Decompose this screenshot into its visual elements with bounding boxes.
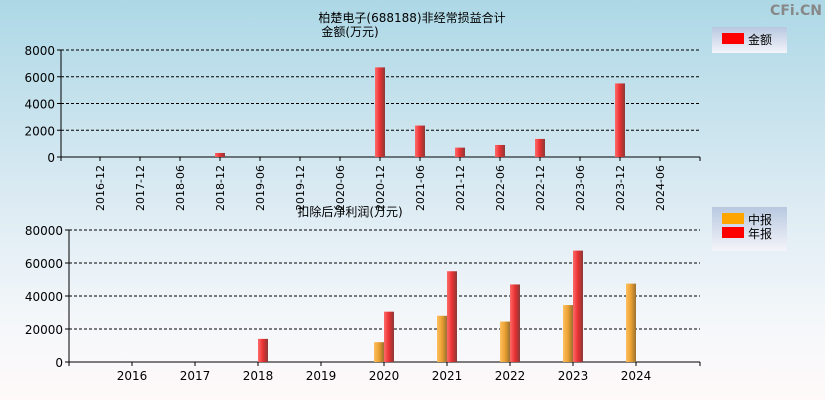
legend-swatch xyxy=(722,227,744,238)
x-tick-label: 2023-12 xyxy=(614,165,627,211)
x-tick-label: 2017-12 xyxy=(134,165,147,211)
bar-金额 xyxy=(455,147,465,157)
x-tick-label: 2021-12 xyxy=(454,165,467,211)
x-tick-label: 2021 xyxy=(432,369,463,383)
x-tick-label: 2018 xyxy=(243,369,274,383)
x-tick-label: 2020 xyxy=(369,369,400,383)
legend-swatch xyxy=(722,213,744,224)
bar-中报 xyxy=(374,342,384,362)
bar-年报 xyxy=(510,284,520,362)
x-tick-label: 2022-06 xyxy=(494,165,507,211)
bar-金额 xyxy=(375,67,385,157)
x-tick-label: 2016-12 xyxy=(94,165,107,211)
chart1-title: 柏楚电子(688188)非经常损益合计 xyxy=(318,10,505,25)
chart1-ylabel: 金额(万元) xyxy=(321,24,378,39)
legend-label: 中报 xyxy=(748,212,772,227)
x-tick-label: 2018-06 xyxy=(174,165,187,211)
x-tick-label: 2023-06 xyxy=(574,165,587,211)
y-tick-label: 8000 xyxy=(24,44,55,58)
bar-年报 xyxy=(258,338,268,362)
x-tick-label: 2016 xyxy=(117,369,148,383)
y-tick-label: 80000 xyxy=(25,224,63,238)
bar-年报 xyxy=(447,271,457,362)
y-tick-label: 6000 xyxy=(24,71,55,85)
bar-中报 xyxy=(500,321,510,362)
y-tick-label: 0 xyxy=(47,151,55,165)
x-tick-label: 2019-12 xyxy=(294,165,307,211)
x-tick-label: 2019 xyxy=(306,369,337,383)
x-tick-label: 2022-12 xyxy=(534,165,547,211)
x-tick-label: 2020-06 xyxy=(334,165,347,211)
y-tick-label: 40000 xyxy=(25,290,63,304)
y-tick-label: 0 xyxy=(55,356,63,370)
bar-金额 xyxy=(615,83,625,157)
x-tick-label: 2022 xyxy=(495,369,526,383)
legend-label: 金额 xyxy=(748,32,772,47)
y-tick-label: 2000 xyxy=(24,124,55,138)
x-tick-label: 2024 xyxy=(621,369,652,383)
x-tick-label: 2017 xyxy=(180,369,211,383)
bar-年报 xyxy=(384,311,394,362)
chart2-title: 扣除后净利润(万元) xyxy=(297,204,402,219)
bar-金额 xyxy=(535,138,545,157)
x-tick-label: 2019-06 xyxy=(254,165,267,211)
x-tick-label: 2021-06 xyxy=(414,165,427,211)
bar-金额 xyxy=(495,144,505,157)
bar-金额 xyxy=(415,125,425,157)
bar-中报 xyxy=(437,315,447,362)
x-tick-label: 2023 xyxy=(558,369,589,383)
bar-金额 xyxy=(215,152,225,157)
x-tick-label: 2024-06 xyxy=(654,165,667,211)
x-tick-label: 2020-12 xyxy=(374,165,387,211)
legend-swatch xyxy=(722,33,744,44)
y-tick-label: 20000 xyxy=(25,323,63,337)
y-tick-label: 4000 xyxy=(24,98,55,112)
watermark: CFi.CN xyxy=(770,3,822,19)
x-tick-label: 2018-12 xyxy=(214,165,227,211)
legend-label: 年报 xyxy=(748,226,772,241)
y-tick-label: 60000 xyxy=(25,257,63,271)
bar-中报 xyxy=(563,305,573,362)
bar-年报 xyxy=(573,250,583,362)
bar-中报 xyxy=(626,283,636,362)
